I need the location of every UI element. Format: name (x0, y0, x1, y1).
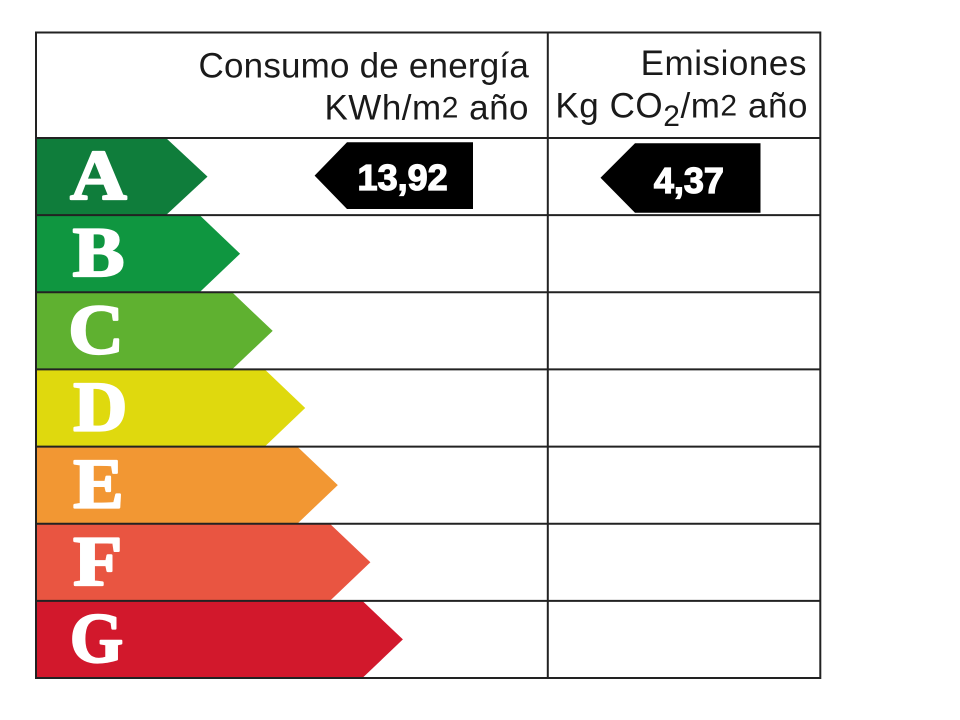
svg-text:G: G (70, 600, 123, 678)
svg-text:13,92: 13,92 (358, 157, 448, 198)
svg-text:4,37: 4,37 (654, 160, 724, 201)
svg-text:B: B (73, 214, 125, 292)
svg-text:Kg CO2/m2 año: Kg CO2/m2 año (555, 87, 808, 134)
svg-text:A: A (70, 136, 127, 215)
svg-text:C: C (68, 291, 124, 370)
svg-text:D: D (73, 367, 127, 446)
svg-text:KWh/m2 año: KWh/m2 año (324, 89, 529, 128)
svg-text:F: F (73, 522, 122, 601)
svg-text:E: E (73, 445, 123, 523)
svg-text:Emisiones: Emisiones (641, 44, 807, 83)
svg-text:Consumo de energía: Consumo de energía (199, 46, 530, 85)
